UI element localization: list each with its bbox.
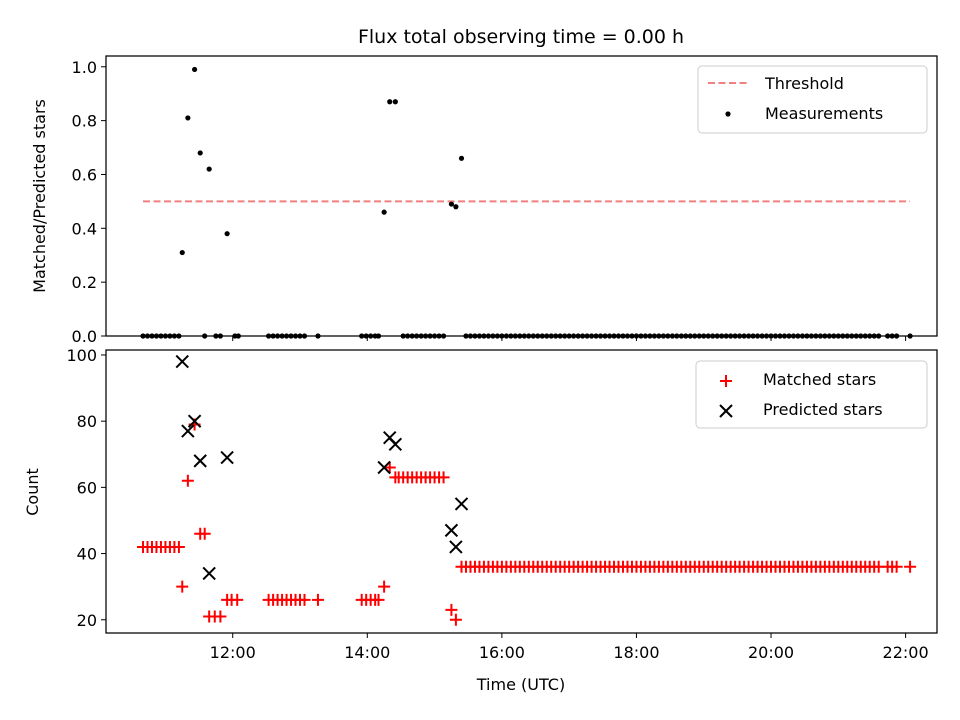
predicted-stars-point: [377, 460, 391, 475]
top-y-axis-label: Matched/Predicted stars: [30, 99, 49, 293]
top-legend-box: [697, 65, 928, 134]
matched-stars-point: [904, 560, 917, 573]
bottom-plot-area: [137, 354, 917, 626]
bottom-x-ticks: 12:00 14:00 16:00 18:00 20:00 22:00: [210, 633, 929, 662]
bottom-x-tick-label: 20:00: [748, 643, 794, 662]
measurements-point: [448, 201, 455, 207]
legend-matched-swatch: [720, 375, 732, 387]
matched-stars-point: [449, 613, 462, 626]
bottom-y-tick-label: 40: [77, 545, 97, 564]
predicted-stars-point: [454, 497, 469, 511]
matched-stars-point: [372, 593, 385, 606]
bottom-x-tick-label: 16:00: [479, 643, 525, 662]
legend-measurements-swatch: [725, 111, 731, 117]
bottom-x-tick-label: 18:00: [613, 643, 659, 662]
legend-measurements-label: Measurements: [765, 104, 883, 123]
top-y-tick-label: 0.6: [72, 165, 97, 184]
bottom-panel: 20 40 60 80 100 12:00 14:00 16:00 18:00 20:00 22:…: [23, 346, 938, 694]
matched-stars-point: [445, 603, 458, 616]
matched-stars-point: [437, 471, 450, 484]
bottom-x-tick-label: 14:00: [344, 643, 390, 662]
bottom-legend: Matched stars Predicted stars: [695, 360, 928, 429]
legend-predicted-swatch: [719, 404, 733, 418]
measurements-point: [197, 150, 203, 156]
bottom-x-tick-label: 12:00: [210, 643, 256, 662]
top-y-tick-label: 1.0: [72, 58, 97, 77]
matched-stars-point: [176, 580, 189, 593]
predicted-stars-point: [444, 523, 459, 538]
matched-stars-point: [383, 461, 396, 474]
top-y-ticks: 0.0 0.2 0.4 0.6 0.8 1.0: [72, 58, 106, 346]
predicted-stars-point: [175, 354, 189, 369]
matched-stars-point: [231, 593, 244, 606]
predicted-stars-point: [193, 454, 207, 468]
bottom-legend-box: [695, 360, 928, 429]
legend-threshold-label: Threshold: [764, 74, 844, 93]
predicted-stars-point: [181, 424, 195, 438]
bottom-y-tick-label: 80: [77, 412, 97, 431]
matched-stars-point: [172, 540, 185, 553]
top-legend: Threshold Measurements: [697, 65, 928, 134]
measurements-point: [179, 249, 185, 256]
matched-stars-point: [198, 527, 211, 540]
bottom-axes-frame: [105, 349, 938, 634]
matched-stars-point: [890, 560, 903, 573]
matched-stars-point: [214, 610, 227, 623]
chart-title: Flux total observing time = 0.00 h: [358, 26, 684, 48]
predicted-stars-point: [449, 540, 463, 554]
predicted-stars-point: [388, 437, 403, 452]
measurements-point: [191, 66, 198, 73]
measurements-point: [381, 209, 387, 215]
bottom-y-tick-label: 100: [66, 346, 97, 365]
matched-stars-point: [378, 580, 391, 593]
top-axes-frame: [105, 55, 938, 337]
measurements-point: [206, 166, 212, 172]
x-axis-label: Time (UTC): [476, 675, 565, 694]
bottom-y-ticks: 20 40 60 80 100: [66, 346, 106, 630]
measurements-point: [387, 99, 393, 105]
matched-stars-point: [311, 593, 324, 606]
legend-predicted-label: Predicted stars: [763, 400, 883, 419]
predicted-stars-point: [187, 414, 202, 428]
measurements-point: [224, 231, 230, 237]
measurements-point: [185, 115, 191, 121]
top-y-tick-label: 0.2: [72, 273, 97, 292]
matched-stars-point: [181, 474, 194, 487]
measurements-point: [458, 155, 465, 161]
predicted-stars-point: [220, 450, 234, 465]
measurements-point: [453, 204, 459, 210]
matched-stars-point: [298, 593, 311, 606]
bottom-x-tick-label: 22:00: [883, 643, 929, 662]
bottom-y-tick-label: 20: [77, 611, 97, 630]
measurements-point: [392, 99, 398, 105]
bottom-y-axis-label: Count: [23, 468, 42, 516]
top-y-tick-label: 0.0: [72, 327, 97, 346]
top-panel: Flux total observing time = 0.00 h 0.00.…: [30, 26, 938, 346]
top-y-tick-label: 0.8: [72, 112, 97, 131]
bottom-y-tick-label: 60: [77, 478, 97, 497]
legend-matched-label: Matched stars: [763, 370, 876, 389]
predicted-stars-point: [202, 566, 216, 581]
top-y-tick-label: 0.4: [72, 219, 97, 238]
